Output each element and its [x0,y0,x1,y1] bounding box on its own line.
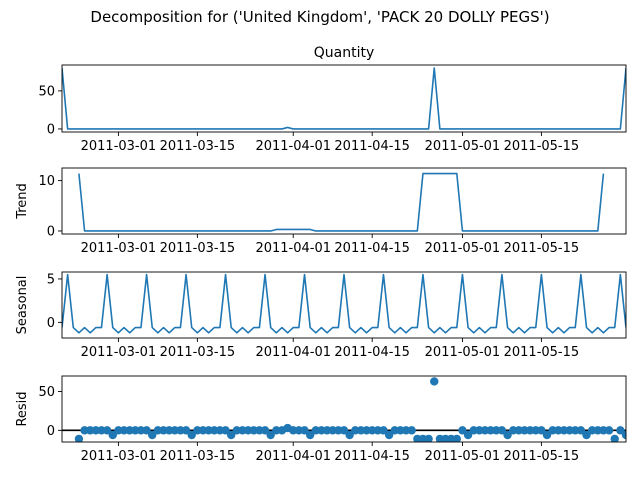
x-tick-label: 2011-03-15 [160,345,236,360]
x-tick-label: 2011-04-01 [255,241,331,256]
resid-point [582,430,591,440]
resid-point [542,430,552,440]
resid-point [458,426,467,435]
resid-point [537,426,546,435]
resid-point [148,430,157,440]
resid-point [266,430,275,440]
panel-data [78,172,605,232]
resid-point [305,430,315,440]
x-tick-label: 2011-03-15 [160,139,236,154]
resid-point [407,426,416,435]
resid-point [463,430,473,440]
y-tick-label: 0 [47,316,55,331]
x-tick-label: 2011-04-01 [255,345,331,360]
resid-point [260,426,270,435]
resid-point [616,426,625,435]
trend-series-line [78,172,605,232]
resid-point [452,434,461,442]
resid-point [503,430,512,440]
y-axis-label: Trend [15,183,30,220]
resid-point [300,426,309,435]
y-tick-label: 50 [38,84,55,99]
panel-observed: 0 50 2011-03-01 2011-03-15 2011-04-01 2011-04… [38,45,627,154]
seasonal-series-line [62,273,626,334]
resid-point [604,426,614,435]
resid-point [345,430,354,440]
axes-frame [61,271,627,339]
resid-point [221,426,230,435]
x-tick-label: 2011-05-15 [504,345,580,360]
resid-point [424,434,433,442]
x-tick-label: 2011-03-01 [81,241,157,256]
resid-point [142,426,151,435]
x-tick-label: 2011-03-01 [81,449,157,464]
panel-trend: 0 10 2011-03-01 2011-03-15 2011-04-01 2011-04… [15,167,627,256]
y-tick-label: 0 [47,224,55,239]
panel-data [62,377,626,442]
panel-resid: 0 50 2011-03-01 2011-03-15 2011-04-01 2011-04… [15,375,627,464]
resid-point [497,426,507,435]
x-tick-label: 2011-05-15 [504,449,580,464]
x-tick-label: 2011-05-15 [504,241,580,256]
x-tick-label: 2011-03-15 [160,449,236,464]
y-tick-label: 50 [38,385,55,400]
x-tick-label: 2011-04-01 [255,139,331,154]
y-tick-label: 0 [47,122,55,137]
resid-point [227,430,236,440]
axes-frame [61,64,627,133]
panel-title: Quantity [314,45,375,61]
resid-point [181,426,191,435]
figure-suptitle: Decomposition for ('United Kingdom', 'PA… [90,8,549,26]
x-tick-label: 2011-05-01 [425,345,501,360]
y-tick-label: 0 [47,424,55,439]
x-tick-label: 2011-04-15 [334,449,410,464]
y-tick-label: 5 [47,272,55,287]
panel-data [62,273,626,334]
y-tick-label: 10 [38,174,55,189]
x-tick-label: 2011-05-15 [504,139,580,154]
observed-series-line [62,67,626,130]
x-tick-label: 2011-05-01 [425,449,501,464]
y-axis-label: Resid [15,391,30,426]
x-tick-label: 2011-05-01 [425,139,501,154]
resid-point [621,430,626,440]
x-tick-label: 2011-04-15 [334,241,410,256]
x-tick-label: 2011-03-15 [160,241,236,256]
x-tick-label: 2011-03-01 [81,139,157,154]
resid-point [610,434,619,442]
resid-point [430,377,439,386]
resid-point [108,430,117,440]
x-tick-label: 2011-05-01 [425,241,501,256]
resid-point [379,426,388,435]
axes-frame [61,375,627,443]
resid-point [384,430,394,440]
resid-point [102,426,112,435]
panel-data [62,67,626,130]
resid-point [339,426,349,435]
resid-point [74,434,84,442]
x-tick-label: 2011-04-01 [255,449,331,464]
panel-seasonal: 0 5 2011-03-01 2011-03-15 2011-04-01 2011-04-… [15,271,627,360]
x-tick-label: 2011-04-15 [334,345,410,360]
x-tick-label: 2011-04-15 [334,139,410,154]
axes-frame [61,167,627,235]
resid-point [576,426,586,435]
y-axis-label: Seasonal [15,276,30,335]
x-tick-label: 2011-03-01 [81,345,157,360]
resid-point [187,430,196,440]
